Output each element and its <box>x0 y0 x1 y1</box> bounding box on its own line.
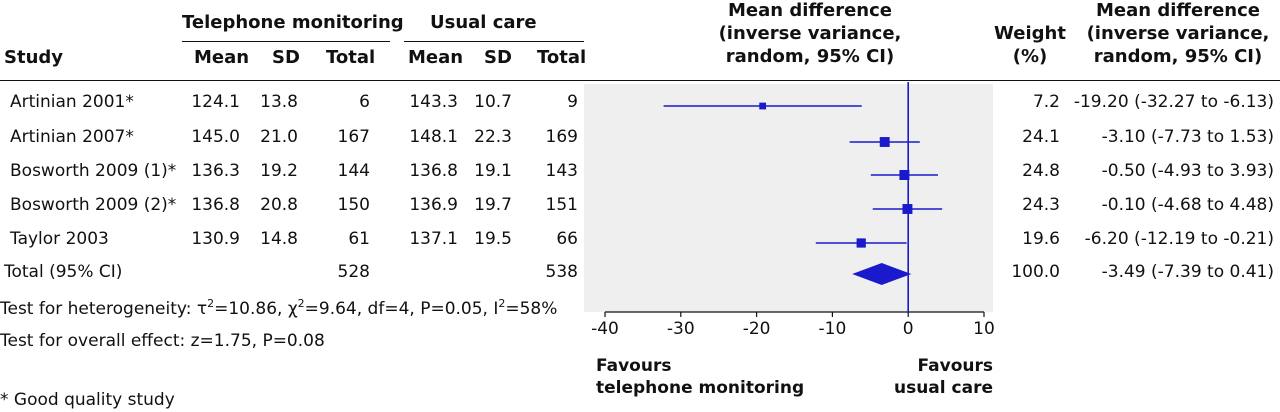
group2-header: Usual care <box>430 12 537 33</box>
x-tick-label: 10 <box>973 319 995 339</box>
total2-value: 169 <box>545 127 578 147</box>
x-tick-label: -20 <box>743 319 771 339</box>
favours-left-line1: Favours <box>596 356 672 376</box>
study-name: Artinian 2007* <box>10 127 134 147</box>
sd2-value: 19.7 <box>474 195 512 215</box>
mean2-value: 136.8 <box>409 161 458 181</box>
mean1-value: 136.3 <box>191 161 240 181</box>
mean1-value: 124.1 <box>191 92 240 112</box>
sd2-value: 10.7 <box>474 92 512 112</box>
overall-effect-text: Test for overall effect: z=1.75, P=0.08 <box>0 331 325 351</box>
weight-value: 19.6 <box>1022 229 1060 249</box>
sd1-value: 19.2 <box>260 161 298 181</box>
sd2-header: SD <box>484 47 512 68</box>
sd1-value: 14.8 <box>260 229 298 249</box>
x-tick-label: -30 <box>667 319 695 339</box>
total2-header: Total <box>537 47 587 68</box>
study-name: Artinian 2001* <box>10 92 134 112</box>
header-bottom-rule <box>0 80 1280 81</box>
point-estimate <box>856 238 866 248</box>
ci-value: -6.20 (-12.19 to -0.21) <box>1084 229 1274 249</box>
mean1-value: 130.9 <box>191 229 240 249</box>
total1-value: 150 <box>337 195 370 215</box>
weight-value: 7.2 <box>1032 92 1060 112</box>
weight-header-line1: Weight <box>994 23 1066 44</box>
point-estimate <box>899 170 910 180</box>
sd2-value: 19.1 <box>474 161 512 181</box>
weight-value: 24.1 <box>1022 127 1060 147</box>
plot-area <box>584 84 993 312</box>
sd1-value: 20.8 <box>260 195 298 215</box>
md-header-line2: (inverse variance, <box>718 23 902 44</box>
total-weight: 100.0 <box>1011 262 1060 282</box>
study-header: Study <box>4 47 64 68</box>
ci-value: -0.10 (-4.68 to 4.48) <box>1101 195 1274 215</box>
total-n1: 528 <box>337 262 370 282</box>
total-n2: 538 <box>545 262 578 282</box>
mean1-value: 145.0 <box>191 127 240 147</box>
point-estimate <box>902 204 913 214</box>
total2-value: 143 <box>545 161 578 181</box>
sd1-header: SD <box>272 47 300 68</box>
total1-value: 167 <box>337 127 370 147</box>
x-tick-label: 0 <box>903 319 914 339</box>
study-name: Taylor 2003 <box>10 229 109 249</box>
ci-value: -0.50 (-4.93 to 3.93) <box>1101 161 1274 181</box>
favours-right-line2: usual care <box>893 378 993 398</box>
total2-value: 9 <box>567 92 578 112</box>
ci-value: -3.10 (-7.73 to 1.53) <box>1101 127 1274 147</box>
point-estimate <box>879 137 890 147</box>
total2-value: 66 <box>556 229 578 249</box>
total1-value: 144 <box>337 161 370 181</box>
study-name: Bosworth 2009 (2)* <box>10 195 177 215</box>
favours-left-line2: telephone monitoring <box>596 378 805 398</box>
group1-rule <box>182 41 390 42</box>
total1-header: Total <box>326 47 376 68</box>
mean2-value: 137.1 <box>409 229 458 249</box>
mean2-value: 148.1 <box>409 127 458 147</box>
md-header-line1: Mean difference <box>728 0 892 21</box>
heterogeneity-text: Test for heterogeneity: τ2=10.86, χ2=9.6… <box>0 297 558 319</box>
pooled-diamond <box>852 263 912 285</box>
total-ci: -3.49 (-7.39 to 0.41) <box>1101 262 1274 282</box>
sd1-value: 21.0 <box>260 127 298 147</box>
point-estimate <box>759 102 767 110</box>
footnote: * Good quality study <box>0 390 175 410</box>
total1-value: 6 <box>359 92 370 112</box>
md2-header-line2: (inverse variance, <box>1086 23 1270 44</box>
mean2-value: 136.9 <box>409 195 458 215</box>
mean1-header: Mean <box>194 47 250 68</box>
mean2-value: 143.3 <box>409 92 458 112</box>
md-header-line3: random, 95% CI) <box>725 46 895 67</box>
md2-header-line1: Mean difference <box>1096 0 1260 21</box>
weight-value: 24.3 <box>1022 195 1060 215</box>
ci-value: -19.20 (-32.27 to -6.13) <box>1073 92 1274 112</box>
total1-value: 61 <box>348 229 370 249</box>
weight-header-line2: (%) <box>1012 46 1048 67</box>
total-label: Total (95% CI) <box>4 262 123 282</box>
group1-header: Telephone monitoring <box>182 12 404 33</box>
md2-header-line3: random, 95% CI) <box>1093 46 1263 67</box>
mean1-value: 136.8 <box>191 195 240 215</box>
mean2-header: Mean <box>408 47 464 68</box>
favours-right-line1: Favours <box>917 356 993 376</box>
sd1-value: 13.8 <box>260 92 298 112</box>
sd2-value: 22.3 <box>474 127 512 147</box>
weight-value: 24.8 <box>1022 161 1060 181</box>
group2-rule <box>404 41 584 42</box>
x-tick-label: -10 <box>819 319 847 339</box>
x-tick-label: -40 <box>591 319 619 339</box>
sd2-value: 19.5 <box>474 229 512 249</box>
total2-value: 151 <box>545 195 578 215</box>
study-name: Bosworth 2009 (1)* <box>10 161 177 181</box>
